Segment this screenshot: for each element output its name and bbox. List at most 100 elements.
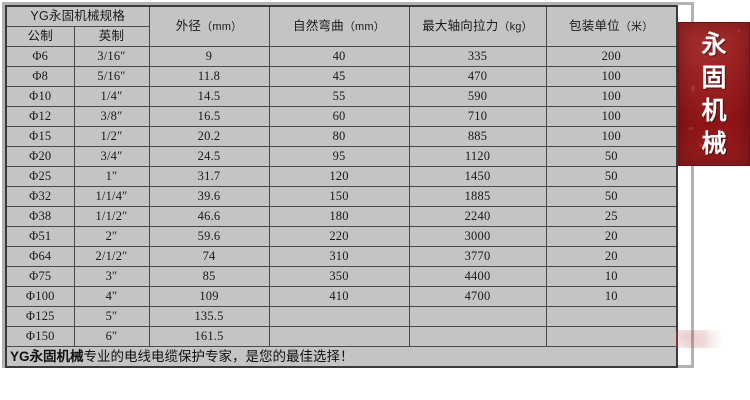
cell-package-unit: 100 — [545, 126, 678, 147]
cell-natural-bend — [268, 326, 410, 348]
cell-natural-bend: 410 — [268, 286, 410, 307]
banner-speckle-icon — [699, 143, 702, 147]
cell-outer-diameter: 109 — [148, 286, 270, 307]
cell-package-unit: 100 — [545, 66, 678, 87]
header-outer-diameter-unit: （mm） — [201, 20, 243, 33]
cell-metric: Φ38 — [5, 206, 75, 227]
cell-outer-diameter: 24.5 — [148, 146, 270, 167]
cell-package-unit: 25 — [545, 206, 678, 227]
table-head: YG永固机械规格 外径（mm） 自然弯曲（mm） 最大轴向拉力（kg） 包装单位… — [5, 5, 678, 47]
cell-outer-diameter: 14.5 — [148, 86, 270, 107]
footer-slogan: YG永固机械专业的电线电缆保护专家，是您的最佳选择！ — [5, 346, 678, 368]
cell-imperial: 6″ — [73, 326, 150, 348]
table-row: Φ15 1/2″ 20.2 80 885 100 — [5, 126, 678, 147]
header-natural-bend-label: 自然弯曲 — [293, 18, 344, 33]
cell-package-unit: 10 — [545, 266, 678, 287]
cell-max-axial-pull: 470 — [408, 66, 547, 87]
cell-max-axial-pull: 3000 — [408, 226, 547, 247]
banner-speckle-icon — [689, 84, 697, 93]
header-package-unit: 包装单位（米） — [545, 5, 678, 47]
header-natural-bend-unit: （mm） — [343, 20, 385, 33]
cell-imperial: 4″ — [73, 286, 150, 307]
cell-metric: Φ8 — [5, 66, 75, 87]
cell-max-axial-pull: 4700 — [408, 286, 547, 307]
cell-outer-diameter: 85 — [148, 266, 270, 287]
cell-imperial: 1″ — [73, 166, 150, 187]
cell-metric: Φ51 — [5, 226, 75, 247]
cell-imperial: 1/2″ — [73, 126, 150, 147]
cell-natural-bend: 350 — [268, 266, 410, 287]
cell-metric: Φ100 — [5, 286, 75, 307]
cell-imperial: 3″ — [73, 266, 150, 287]
cell-max-axial-pull: 1885 — [408, 186, 547, 207]
header-outer-diameter-label: 外径 — [175, 18, 202, 33]
header-imperial: 英制 — [73, 26, 150, 47]
table-row: Φ32 1/1/4″ 39.6 150 1885 50 — [5, 186, 678, 207]
table-row: Φ64 2/1/2″ 74 310 3770 20 — [5, 246, 678, 267]
cell-metric: Φ15 — [5, 126, 75, 147]
table-row: Φ38 1/1/2″ 46.6 180 2240 25 — [5, 206, 678, 227]
table-row: Φ8 5/16″ 11.8 45 470 100 — [5, 66, 678, 87]
cell-outer-diameter: 74 — [148, 246, 270, 267]
ink-smudge-edge — [676, 332, 678, 348]
cell-package-unit: 50 — [545, 146, 678, 167]
table-row: Φ125 5″ 135.5 — [5, 306, 678, 327]
cell-package-unit: 10 — [545, 286, 678, 307]
spec-table-container: YG永固机械规格 外径（mm） 自然弯曲（mm） 最大轴向拉力（kg） 包装单位… — [5, 5, 679, 348]
header-row-sub: 公制 英制 — [5, 26, 677, 47]
header-metric: 公制 — [5, 26, 75, 47]
cell-package-unit: 100 — [545, 86, 678, 107]
logo-char-4: 械 — [701, 129, 727, 158]
table-row: Φ6 3/16″ 9 40 335 200 — [5, 46, 678, 67]
cell-max-axial-pull: 335 — [408, 46, 547, 67]
cell-natural-bend: 40 — [268, 46, 410, 67]
cell-outer-diameter: 9 — [148, 46, 270, 67]
cell-package-unit: 20 — [545, 246, 678, 267]
logo-char-3: 机 — [701, 96, 727, 125]
table-body: Φ6 3/16″ 9 40 335 200 Φ8 5/16″ 11.8 45 470 100 Φ10 1/… — [5, 46, 678, 348]
logo-char-1: 永 — [701, 30, 727, 59]
table-row: Φ20 3/4″ 24.5 95 1120 50 — [5, 146, 678, 167]
cell-max-axial-pull: 1120 — [408, 146, 547, 167]
cell-natural-bend — [268, 306, 410, 327]
cell-max-axial-pull: 710 — [408, 106, 547, 127]
yonggu-jixie-logo-banner: 永 固 机 械 — [678, 22, 750, 166]
cell-max-axial-pull: 1450 — [408, 166, 547, 187]
table-row: Φ150 6″ 161.5 — [5, 326, 678, 348]
cell-natural-bend: 55 — [268, 86, 410, 107]
cell-metric: Φ64 — [5, 246, 75, 267]
banner-speckle-icon — [737, 29, 740, 32]
cell-metric: Φ25 — [5, 166, 75, 187]
header-outer-diameter: 外径（mm） — [148, 5, 270, 47]
cell-outer-diameter: 16.5 — [148, 106, 270, 127]
header-natural-bend: 自然弯曲（mm） — [268, 5, 410, 47]
cell-outer-diameter: 161.5 — [148, 326, 270, 348]
cell-package-unit: 200 — [545, 46, 678, 67]
cell-imperial: 3/4″ — [73, 146, 150, 167]
table-row: Φ51 2″ 59.6 220 3000 20 — [5, 226, 678, 247]
cell-natural-bend: 180 — [268, 206, 410, 227]
cell-imperial: 1/1/2″ — [73, 206, 150, 227]
cell-natural-bend: 95 — [268, 146, 410, 167]
header-max-axial-pull-label: 最大轴向拉力 — [422, 18, 499, 33]
cell-package-unit: 50 — [545, 166, 678, 187]
cell-max-axial-pull — [408, 306, 547, 327]
cell-metric: Φ75 — [5, 266, 75, 287]
cell-package-unit: 100 — [545, 106, 678, 127]
cell-outer-diameter: 59.6 — [148, 226, 270, 247]
cell-natural-bend: 80 — [268, 126, 410, 147]
cell-metric: Φ12 — [5, 106, 75, 127]
cell-natural-bend: 150 — [268, 186, 410, 207]
cell-package-unit: 50 — [545, 186, 678, 207]
cell-package-unit — [545, 326, 678, 348]
cell-outer-diameter: 39.6 — [148, 186, 270, 207]
cell-outer-diameter: 11.8 — [148, 66, 270, 87]
cell-imperial: 1/1/4″ — [73, 186, 150, 207]
cell-natural-bend: 60 — [268, 106, 410, 127]
cell-metric: Φ20 — [5, 146, 75, 167]
cell-imperial: 3/16″ — [73, 46, 150, 67]
table-row: Φ100 4″ 109 410 4700 10 — [5, 286, 678, 307]
cell-max-axial-pull: 2240 — [408, 206, 547, 227]
cell-package-unit: 20 — [545, 226, 678, 247]
